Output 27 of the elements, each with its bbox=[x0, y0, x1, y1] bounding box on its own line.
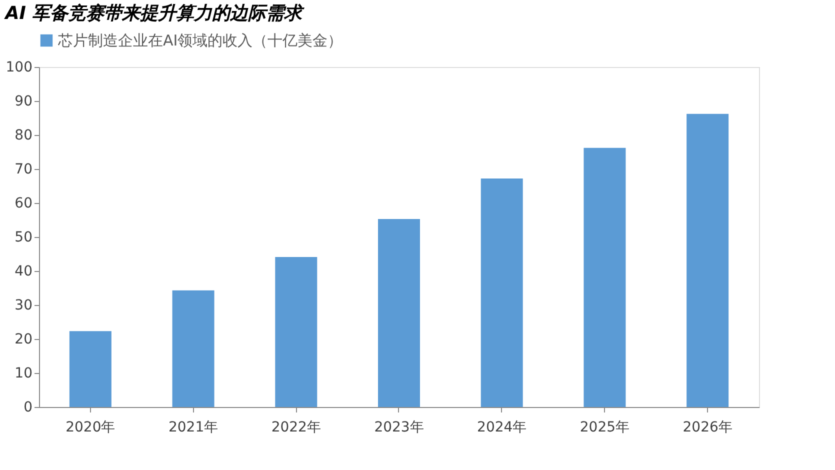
y-tick-label: 20 bbox=[14, 332, 32, 348]
y-tick-label: 60 bbox=[14, 196, 32, 212]
x-tick-label: 2023年 bbox=[374, 420, 424, 436]
y-tick-label: 40 bbox=[14, 264, 32, 280]
y-tick-label: 30 bbox=[14, 298, 32, 314]
y-tick-label: 0 bbox=[24, 400, 32, 416]
bar bbox=[584, 148, 626, 407]
bar bbox=[686, 114, 729, 407]
x-tick-label: 2022年 bbox=[271, 420, 321, 436]
y-tick-label: 80 bbox=[14, 128, 32, 144]
bar bbox=[172, 290, 214, 407]
y-tick-label: 50 bbox=[14, 230, 32, 246]
y-tick-label: 10 bbox=[14, 366, 32, 382]
legend-label: 芯片制造企业在AI领域的收入（十亿美金） bbox=[57, 32, 343, 50]
x-tick-label: 2021年 bbox=[168, 420, 218, 436]
y-tick-label: 70 bbox=[14, 162, 32, 178]
x-tick-label: 2025年 bbox=[580, 420, 630, 436]
bar bbox=[480, 178, 523, 407]
x-tick-label: 2026年 bbox=[682, 420, 732, 436]
x-tick-label: 2024年 bbox=[477, 420, 527, 436]
x-tick-label: 2020年 bbox=[66, 420, 116, 436]
bar bbox=[275, 257, 318, 407]
y-tick-label: 100 bbox=[6, 60, 32, 76]
y-tick-label: 90 bbox=[14, 94, 32, 110]
chart-title: AI 军备竞赛带来提升算力的边际需求 bbox=[3, 3, 306, 24]
bar bbox=[69, 331, 112, 407]
bar bbox=[378, 218, 420, 407]
